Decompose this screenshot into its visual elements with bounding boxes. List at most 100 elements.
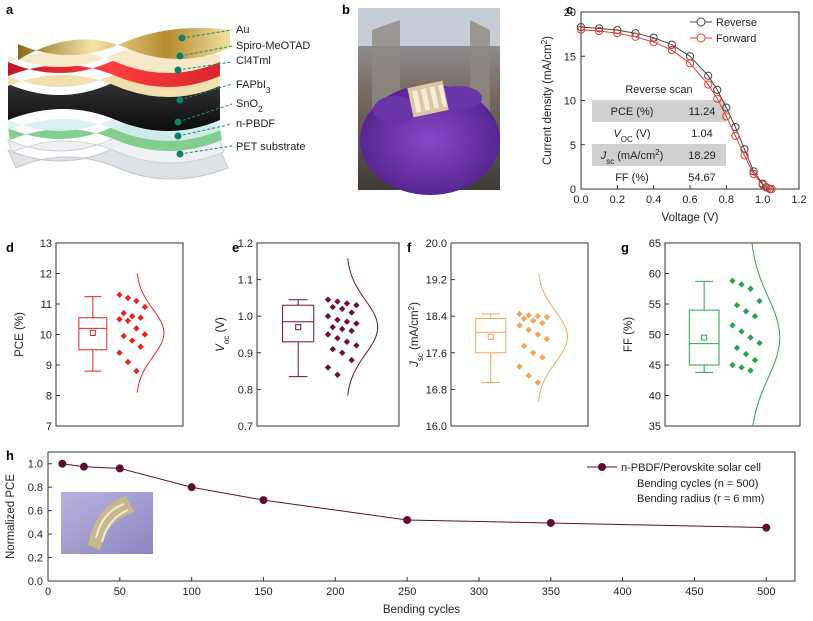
panel-label-d: d: [6, 240, 14, 255]
data-point: [324, 296, 332, 303]
data-point: [116, 349, 123, 356]
legend-marker: [598, 463, 606, 471]
data-point: [79, 462, 88, 471]
data-point: [756, 297, 763, 305]
data-point: [133, 297, 140, 305]
data-point: [124, 317, 132, 324]
box-iqr: [475, 317, 507, 354]
data-point: [58, 459, 67, 468]
panel-label-h: h: [6, 448, 14, 463]
layer-label-sno2: SnO2: [236, 98, 263, 114]
y-tick-label: 0: [570, 184, 576, 196]
panel-a: a Au Spiro-MeOTAD Cl4Tml: [6, 2, 310, 180]
data-point: [534, 379, 541, 386]
data-point-forward: [595, 26, 604, 36]
data-point: [729, 322, 736, 329]
data-point: [329, 345, 336, 353]
table-row-label: Jsc (mA/cm2): [600, 148, 664, 166]
panel-label-b: b: [342, 2, 350, 17]
table-row-value: 11.24: [689, 106, 716, 118]
data-point: [539, 319, 546, 327]
data-point: [539, 354, 546, 361]
data-point: [525, 312, 532, 319]
x-tick-label: 500: [757, 586, 775, 598]
layer-callouts: [177, 29, 233, 155]
data-point: [334, 371, 341, 378]
jv-chart: 0.0 0.2 0.4 0.6 0.8 1.0 1.2 0 5 10 15 20 Voltage (V)…: [540, 7, 807, 224]
data-point: [133, 367, 140, 375]
data-point: [339, 325, 346, 333]
x-tick-label: 0.2: [610, 194, 625, 206]
x-tick-label: 0.0: [573, 194, 588, 206]
box-mean: [295, 324, 302, 331]
data-point: [747, 367, 754, 374]
data-point: [751, 356, 759, 364]
layer-label-npbdf: n-PBDF: [236, 118, 275, 130]
x-tick-label: 150: [254, 586, 272, 598]
data-point: [546, 518, 555, 527]
data-point-forward: [749, 169, 758, 179]
distribution-curve: [538, 273, 568, 402]
table-row-label: VOC (V): [613, 128, 650, 144]
y-tick-label: 18.4: [426, 311, 447, 323]
text-part: V: [215, 343, 227, 352]
layer-stack-illustration: [7, 27, 230, 180]
data-point: [738, 281, 745, 288]
y-tick-label: 0.2: [28, 553, 43, 565]
data-point: [324, 331, 332, 338]
data-point: [339, 349, 346, 356]
panel-label-e: e: [232, 240, 239, 255]
callout-dots: [174, 34, 186, 158]
panel-label-a: a: [6, 2, 14, 17]
y-tick-label: 16.8: [426, 384, 447, 396]
data-point-reverse: [576, 23, 586, 32]
text-part: OC: [621, 135, 633, 144]
data-point: [141, 303, 149, 311]
data-point-forward: [667, 45, 676, 55]
y-axis-label: Voc (V): [215, 317, 231, 352]
data-point: [353, 320, 360, 327]
y-tick-label: 1.0: [28, 459, 43, 471]
plot-frame: [450, 242, 589, 427]
table-title: Reverse scan: [625, 84, 692, 96]
data-point-reverse: [649, 33, 658, 42]
plot-frame: [256, 242, 400, 427]
text-part: 2: [655, 148, 660, 157]
data-point: [729, 277, 736, 285]
data-point-forward: [731, 131, 740, 140]
data-point: [324, 313, 332, 320]
data-point-reverse: [704, 71, 713, 80]
data-point: [403, 516, 412, 525]
data-point: [733, 302, 741, 309]
text-part: (V): [633, 128, 651, 140]
text-part: (mA/cm: [409, 310, 421, 353]
plot-frame: [47, 451, 796, 582]
panel-label-c: c: [566, 2, 573, 17]
y-tick-label: 11: [41, 299, 52, 311]
data-point-reverse: [740, 145, 749, 154]
box-iqr: [688, 309, 720, 366]
data-point: [115, 464, 124, 473]
data-point: [334, 298, 341, 305]
panel-e: e 0.7 0.8 0.9 1.0 1.1 1.2 Voc (V): [215, 238, 400, 433]
data-point: [343, 318, 351, 325]
table-row-label: PCE (%): [611, 106, 654, 118]
data-point: [334, 334, 341, 342]
distribution-curve: [347, 258, 379, 396]
data-point: [120, 309, 127, 317]
x-tick-label: 50: [114, 586, 126, 598]
data-point: [348, 309, 355, 316]
y-tick-label: 40: [649, 391, 661, 403]
text-part: sc: [606, 157, 614, 166]
y-tick-label: 0.7: [238, 421, 253, 433]
data-point-forward: [713, 94, 722, 103]
box-mean: [89, 329, 96, 336]
data-point: [520, 342, 528, 350]
data-point: [756, 339, 763, 347]
x-tick-label: 200: [326, 586, 344, 598]
box-mean: [487, 333, 494, 340]
panel-label-g: g: [621, 240, 629, 255]
data-point: [543, 313, 551, 321]
y-tick-label: 16.0: [426, 421, 447, 433]
